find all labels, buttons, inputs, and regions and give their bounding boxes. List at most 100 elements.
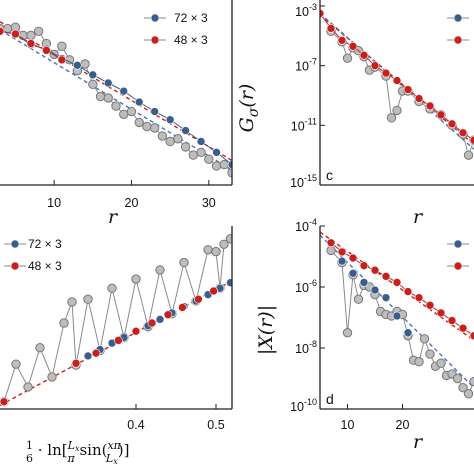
data-point [155,315,165,324]
legend-entry: 72 × 3 [144,11,208,25]
data-point [165,115,175,125]
x-tick-label: 30 [202,196,216,210]
data-point [131,326,141,336]
data-point [359,261,369,270]
data-point [463,150,474,160]
data-point [3,23,13,34]
data-point [348,41,358,51]
panel-a-plot [0,21,232,178]
data-point [463,389,474,399]
y-tick-label: 10-10 [290,397,317,414]
series-line-blue [0,30,232,165]
legend-entry [447,261,469,271]
data-point [181,126,190,135]
y-tick-label: 10-8 [295,339,317,356]
data-point [196,147,206,158]
data-point [370,61,380,70]
y-tick-label: 10-11 [291,116,317,133]
data-point [458,323,468,333]
data-point [35,342,45,353]
data-point [219,159,229,170]
data-point [212,148,221,157]
data-point [47,372,57,382]
data-point [11,359,21,369]
data-point [119,86,129,96]
fit-line-1 [0,29,232,171]
data-point [196,137,206,146]
data-point [342,328,353,338]
data-point [83,294,93,304]
x-tick-label: 0.4 [127,418,144,432]
data-point [57,55,67,65]
data-point [131,274,141,284]
data-point [425,101,435,111]
data-point [359,278,369,287]
data-point [359,50,369,60]
data-point [219,239,229,250]
panel-d-legend [447,239,469,271]
data-point [126,106,137,117]
legend-marker [150,35,160,45]
panel-b-plot [0,234,232,407]
data-point [227,160,232,169]
data-point [403,287,413,296]
data-point [370,285,380,295]
data-point [150,107,159,116]
panel-d-label: d [326,391,334,407]
data-point [73,60,82,70]
data-point [178,303,187,312]
data-point [165,136,175,147]
legend-marker [150,13,160,23]
data-point [392,311,402,321]
data-point [107,283,117,293]
x-tick-label: 20 [125,196,139,210]
data-point [381,272,391,281]
panel-d: 10-4 10-6 10-8 10-10 10 20 |X(r)| r d [255,217,474,453]
data-point [88,70,98,80]
data-point [226,278,232,288]
data-point [134,97,144,107]
data-point [337,247,347,257]
data-point [211,161,222,171]
data-point [155,265,165,275]
data-point [403,328,413,338]
data-point [0,397,9,406]
legend-entry: 48 × 3 [4,259,62,273]
data-point [59,318,69,328]
data-point [386,113,397,123]
data-point [23,382,33,392]
data-point [134,117,144,128]
x-tick-label: 0.5 [207,418,224,432]
legend-label: 48 × 3 [28,259,62,273]
legend-label: 72 × 3 [28,237,62,251]
data-point [419,334,430,344]
fit-line-0 [0,21,232,162]
data-point [114,336,123,345]
data-point [42,46,51,55]
data-point [147,318,157,328]
legend-entry [447,13,469,23]
x-tick-label: 10 [341,418,355,432]
data-point [173,134,183,144]
panel-d-yticks: 10-4 10-6 10-8 10-10 [290,217,325,414]
data-point [225,234,232,244]
data-point [26,30,36,41]
data-point [157,131,168,141]
panel-b-xticks: 0.4 0.5 [127,404,225,432]
data-point [425,300,435,310]
x-tick-label: 20 [396,418,410,432]
panel-d-plot [320,231,474,399]
data-point [71,358,81,368]
legend-marker [453,239,463,249]
legend-marker [453,35,463,45]
panel-c-ylabel: Gσ(r) [236,84,262,133]
data-point [436,308,446,318]
data-point [188,150,199,160]
data-point [370,265,380,275]
data-point [381,293,391,302]
panel-a-legend: 72 × 3 48 × 3 [144,11,208,47]
legend-marker [453,13,463,23]
